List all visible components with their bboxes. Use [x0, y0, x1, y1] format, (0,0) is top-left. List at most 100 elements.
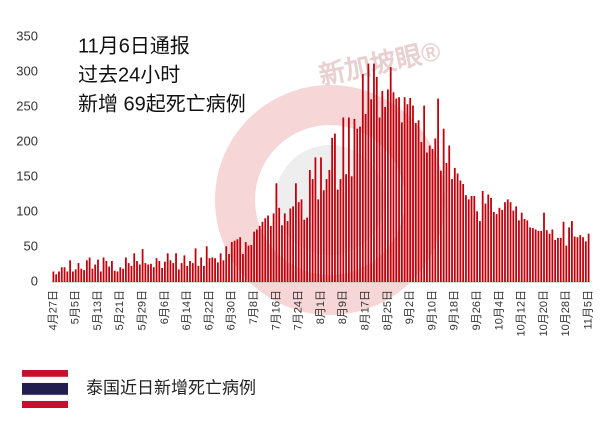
bar [540, 230, 543, 282]
bar [208, 258, 211, 282]
bar [361, 74, 364, 282]
bar [426, 152, 428, 282]
bar [412, 105, 414, 282]
bar [194, 248, 197, 282]
x-tick-label: 8月1日 [315, 290, 327, 324]
bar [434, 138, 437, 282]
bar [478, 221, 481, 282]
bar [467, 199, 470, 282]
bar [364, 114, 367, 282]
x-tick-label: 6月30日 [226, 290, 238, 330]
bar [94, 264, 97, 282]
bar [409, 97, 412, 283]
bar [308, 170, 311, 282]
x-tick-label: 5月29日 [137, 290, 149, 330]
bar [347, 117, 350, 282]
bar [328, 170, 331, 282]
bar [512, 210, 515, 282]
bar [495, 214, 498, 282]
bar [255, 229, 258, 282]
bar [570, 221, 573, 282]
bar [559, 237, 562, 282]
bar [311, 179, 314, 282]
y-tick-label: 100 [16, 203, 38, 218]
bar [272, 213, 275, 282]
bar [152, 267, 155, 282]
bar [484, 203, 487, 282]
bar [283, 213, 286, 282]
bar [205, 246, 208, 282]
bar [119, 267, 122, 282]
bar [445, 163, 448, 282]
bar [247, 245, 250, 282]
bar [529, 227, 531, 282]
bar [400, 122, 403, 283]
y-tick-label: 200 [16, 133, 38, 148]
bar [102, 257, 105, 282]
bar [267, 215, 269, 282]
x-tick-label: 8月9日 [337, 290, 349, 324]
bar [437, 98, 439, 282]
x-tick-label: 4月27日 [47, 290, 59, 330]
bar [295, 183, 297, 282]
bar [133, 253, 136, 282]
x-tick-label: 5月21日 [114, 290, 126, 330]
bar [515, 206, 518, 282]
bar [370, 99, 373, 282]
bar [523, 219, 526, 282]
bar [562, 221, 565, 282]
x-tick-label: 10月4日 [493, 290, 505, 330]
bar [345, 174, 347, 282]
bar [378, 117, 381, 282]
bar [428, 145, 431, 282]
bar [175, 253, 177, 282]
bar [420, 142, 423, 282]
bar [77, 263, 80, 282]
bar [537, 230, 540, 282]
bar [228, 254, 230, 282]
x-tick-label: 6月22日 [203, 290, 215, 330]
bar [381, 90, 384, 283]
bar [487, 194, 490, 282]
bar [303, 219, 306, 282]
bar [233, 240, 236, 282]
x-tick-label: 7月16日 [270, 290, 282, 330]
x-tick-label: 10月20日 [538, 290, 550, 336]
bar [526, 220, 529, 282]
bar [314, 157, 317, 282]
bar [72, 271, 74, 282]
bar [520, 212, 523, 282]
bar [230, 242, 233, 282]
bar [222, 260, 225, 282]
bar [180, 263, 183, 282]
bar [161, 268, 164, 282]
bar [373, 63, 375, 282]
bar [501, 209, 504, 282]
bar [105, 261, 108, 282]
bar [565, 245, 568, 282]
bar [582, 237, 584, 282]
bar [325, 179, 328, 282]
bar [509, 202, 512, 282]
x-tick-label: 10月12日 [516, 290, 528, 336]
bar [278, 207, 281, 282]
bar [414, 123, 417, 282]
bar [244, 242, 247, 282]
bar [387, 89, 389, 282]
bar [359, 126, 361, 282]
bar [74, 269, 77, 282]
bar [177, 269, 180, 282]
bar [116, 271, 119, 282]
annotation: 新增 69起死亡病例 [78, 92, 246, 115]
bar [108, 266, 111, 282]
bar [557, 237, 559, 282]
bar [334, 133, 336, 282]
bar [55, 274, 58, 282]
bar [398, 97, 400, 282]
bar [403, 97, 406, 282]
bar [320, 157, 322, 282]
bar [423, 105, 426, 282]
bar [130, 265, 133, 282]
bar [225, 246, 228, 282]
x-tick-label: 5月5日 [70, 290, 82, 324]
